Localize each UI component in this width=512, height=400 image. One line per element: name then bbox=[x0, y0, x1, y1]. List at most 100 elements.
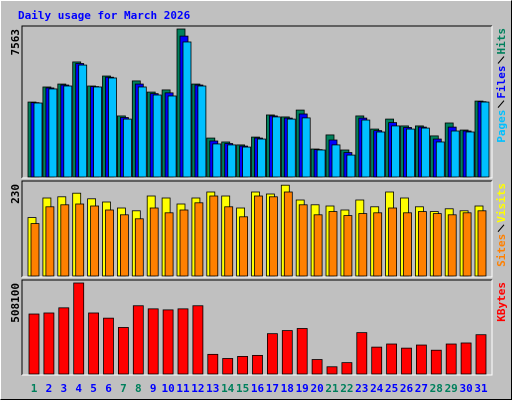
bar bbox=[93, 86, 102, 178]
legend-entry: Sites bbox=[495, 234, 508, 267]
legend-separator bbox=[497, 100, 505, 108]
bar bbox=[316, 149, 326, 178]
bar bbox=[371, 346, 383, 375]
bar bbox=[209, 195, 219, 277]
x-tick-label: 25 bbox=[385, 382, 398, 395]
bar bbox=[373, 212, 383, 277]
bar bbox=[120, 214, 129, 277]
x-tick-label: 22 bbox=[340, 382, 353, 395]
bar bbox=[28, 313, 40, 375]
bar bbox=[207, 353, 219, 375]
bar bbox=[132, 305, 144, 375]
x-tick-label: 27 bbox=[415, 382, 428, 395]
bar bbox=[391, 125, 401, 178]
bar bbox=[465, 131, 475, 178]
bar bbox=[460, 342, 472, 375]
x-tick-label: 19 bbox=[296, 382, 309, 395]
x-tick-label: 4 bbox=[75, 382, 82, 395]
bar bbox=[480, 101, 490, 178]
x-tick-label: 1 bbox=[31, 382, 38, 395]
legend-entry: Visits bbox=[495, 183, 508, 223]
x-tick-label: 5 bbox=[90, 382, 97, 395]
x-tick-label: 10 bbox=[161, 382, 174, 395]
bar bbox=[63, 85, 73, 178]
bar bbox=[401, 347, 412, 375]
x-tick-label: 30 bbox=[459, 382, 472, 395]
x-tick-label: 24 bbox=[370, 382, 384, 395]
bar bbox=[475, 334, 487, 375]
x-tick-label: 15 bbox=[236, 382, 249, 395]
x-tick-label: 17 bbox=[266, 382, 279, 395]
legend-entry: KBytes bbox=[495, 282, 508, 322]
bar bbox=[326, 366, 338, 375]
bar bbox=[343, 215, 353, 277]
bar bbox=[30, 223, 40, 277]
bar bbox=[417, 211, 427, 277]
x-tick-label: 9 bbox=[150, 382, 157, 395]
bar bbox=[78, 64, 88, 178]
bar bbox=[406, 128, 415, 178]
x-tick-label: 13 bbox=[206, 382, 219, 395]
bar bbox=[386, 343, 398, 375]
y-tick-label: 508100 bbox=[9, 283, 22, 323]
bar bbox=[286, 118, 296, 178]
bar bbox=[134, 218, 144, 277]
bar bbox=[301, 117, 311, 178]
bar bbox=[177, 308, 189, 375]
bar bbox=[182, 41, 192, 178]
bar bbox=[239, 216, 249, 277]
x-tick-label: 11 bbox=[176, 382, 190, 395]
bar bbox=[462, 212, 472, 277]
bar bbox=[450, 130, 460, 178]
bar bbox=[197, 85, 207, 178]
x-tick-label: 23 bbox=[355, 382, 368, 395]
x-tick-label: 29 bbox=[445, 382, 458, 395]
plot-bevel bbox=[22, 280, 493, 376]
bar bbox=[45, 206, 55, 277]
bar bbox=[108, 77, 117, 178]
bar bbox=[257, 138, 266, 178]
bar bbox=[73, 282, 85, 375]
bar bbox=[147, 308, 159, 375]
bar bbox=[447, 214, 457, 277]
bar bbox=[33, 102, 43, 178]
plot-bevel bbox=[21, 25, 492, 178]
bar bbox=[341, 362, 353, 375]
bar bbox=[268, 196, 278, 277]
x-tick-label: 8 bbox=[135, 382, 142, 395]
bar bbox=[192, 305, 204, 375]
chart-title: Daily usage for March 2026 bbox=[18, 9, 191, 22]
bar bbox=[358, 213, 368, 277]
legend-entry: Hits bbox=[495, 28, 508, 55]
x-tick-label: 28 bbox=[430, 382, 443, 395]
bar bbox=[298, 204, 308, 277]
bar bbox=[430, 349, 442, 375]
bar bbox=[58, 307, 70, 375]
bar bbox=[283, 191, 293, 277]
bar bbox=[164, 212, 174, 277]
plot-bevel bbox=[22, 181, 493, 278]
bar bbox=[432, 213, 442, 277]
bar bbox=[48, 88, 58, 178]
bar bbox=[252, 354, 263, 375]
bar bbox=[75, 203, 85, 277]
bar bbox=[346, 154, 356, 178]
x-tick-label: 3 bbox=[60, 382, 67, 395]
legend-entry: Pages bbox=[495, 110, 508, 143]
bar bbox=[137, 86, 147, 178]
legend-separator bbox=[497, 56, 505, 64]
x-tick-label: 14 bbox=[221, 382, 235, 395]
bar bbox=[162, 309, 174, 375]
bar bbox=[311, 359, 323, 375]
bar bbox=[361, 119, 371, 178]
bar bbox=[313, 214, 323, 277]
bar bbox=[435, 141, 445, 178]
bar bbox=[281, 330, 293, 375]
bar bbox=[123, 118, 132, 178]
bar bbox=[60, 204, 70, 277]
y-tick-label: 230 bbox=[9, 184, 22, 204]
bar bbox=[254, 195, 263, 277]
bar bbox=[415, 344, 427, 375]
